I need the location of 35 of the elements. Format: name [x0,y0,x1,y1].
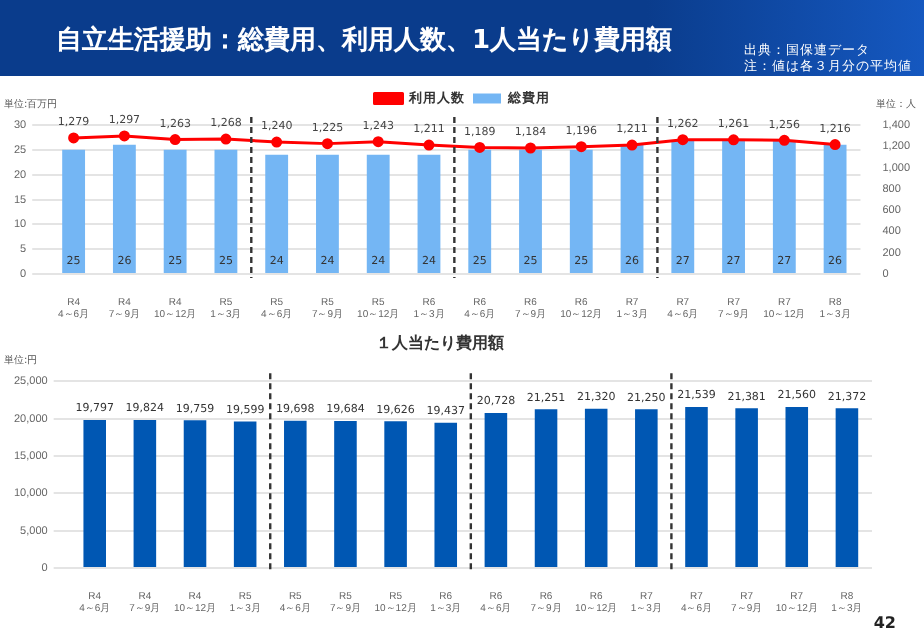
bar [417,154,441,273]
bar [434,422,458,567]
chart-title: １人当たり費用額 [376,334,504,353]
bar [772,139,796,273]
bar [163,149,187,273]
bar [183,420,207,567]
bar [519,149,542,273]
bar [785,406,809,567]
bar [233,421,257,567]
bar [62,149,86,273]
bar [569,149,593,273]
bar [823,144,847,273]
bar [534,409,558,567]
bar [484,413,508,567]
bar [584,408,608,567]
bar [384,421,407,567]
bar [316,154,339,273]
chart-title: 自立生活援助：総費用、利用人数、1人当たり費用額 [56,23,673,58]
bar [722,139,745,273]
bar [366,154,390,273]
bar [468,149,492,273]
bar [685,407,708,567]
bar [265,154,289,273]
bar [112,144,136,273]
bar [133,419,157,567]
bar [735,408,758,567]
bar [284,420,307,567]
bar [214,149,238,273]
bar [83,420,106,567]
text: 42 [873,614,896,632]
bar [671,139,695,273]
bar [635,409,658,567]
bar [334,420,357,567]
bar [835,408,859,567]
bar [620,144,644,273]
